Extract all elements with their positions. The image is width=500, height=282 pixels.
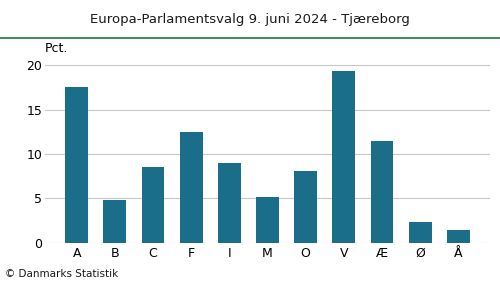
Bar xyxy=(104,200,126,243)
Bar xyxy=(65,87,88,243)
Bar xyxy=(142,167,165,243)
Bar xyxy=(408,222,432,243)
Bar xyxy=(256,197,279,243)
Text: Europa-Parlamentsvalg 9. juni 2024 - Tjæreborg: Europa-Parlamentsvalg 9. juni 2024 - Tjæ… xyxy=(90,13,410,26)
Bar xyxy=(447,230,470,243)
Bar xyxy=(180,132,203,243)
Bar xyxy=(332,71,355,243)
Bar xyxy=(218,163,241,243)
Text: © Danmarks Statistik: © Danmarks Statistik xyxy=(5,269,118,279)
Text: Pct.: Pct. xyxy=(45,41,68,54)
Bar xyxy=(294,171,317,243)
Bar xyxy=(370,141,394,243)
